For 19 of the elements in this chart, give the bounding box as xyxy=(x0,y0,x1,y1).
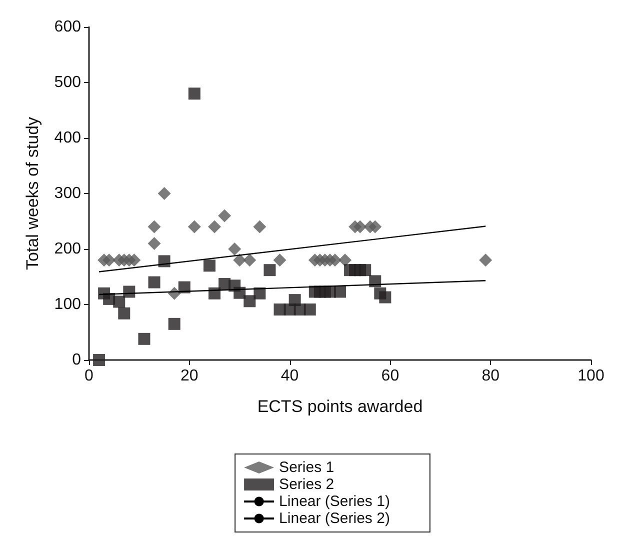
legend-label: Linear (Series 1) xyxy=(279,493,390,510)
legend-label: Series 2 xyxy=(279,476,334,493)
x-tick-label: 0 xyxy=(84,368,94,384)
x-tick-label: 100 xyxy=(578,368,604,384)
y-axis-title: Total weeks of study xyxy=(23,116,42,270)
x-tick-label: 20 xyxy=(180,368,198,384)
y-tick-label: 100 xyxy=(54,296,82,313)
y-tick-label: 500 xyxy=(54,74,82,91)
x-tick-label: 40 xyxy=(280,368,299,384)
legend-label: Series 1 xyxy=(279,459,334,476)
x-tick-label: 80 xyxy=(482,368,500,384)
y-tick-label: 200 xyxy=(54,240,82,258)
y-tick-label: 400 xyxy=(54,130,82,146)
x-tick-label: 60 xyxy=(381,368,400,384)
legend-label: Linear (Series 2) xyxy=(279,510,390,527)
y-tick-label: 300 xyxy=(54,185,82,202)
y-tick-label: 0 xyxy=(72,352,82,368)
x-axis-title: ECTS points awarded xyxy=(257,397,423,416)
y-tick-label: 600 xyxy=(54,18,82,36)
